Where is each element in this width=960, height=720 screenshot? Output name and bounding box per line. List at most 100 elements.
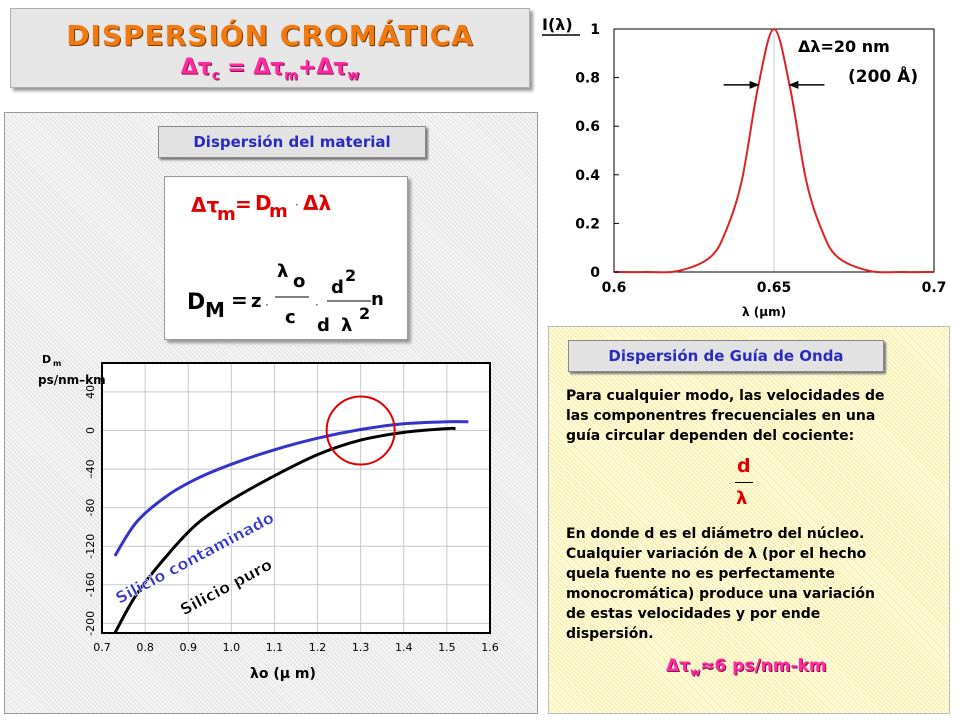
eq1-dlambda: Δλ bbox=[303, 191, 331, 215]
chart2-y-tick-label: -160 bbox=[84, 572, 97, 597]
chart1-x-tick-label: 0.6 bbox=[602, 280, 627, 296]
fwhm-arrow-right-head bbox=[788, 80, 799, 89]
eq2-equals: = bbox=[231, 288, 248, 312]
eq2-z: z bbox=[251, 291, 261, 312]
eq2-n: n bbox=[371, 289, 384, 310]
guide-p1-line: las componentres frecuenciales en una bbox=[566, 408, 876, 424]
material-equations: Δτ m = D m · Δλ D M = z · λ o c · d 2 d … bbox=[187, 191, 384, 336]
chart1-x-tick-label: 0.7 bbox=[922, 280, 947, 296]
eq2-lambda-sub: o bbox=[293, 271, 305, 292]
chart2-x-tick-label: 0.8 bbox=[136, 641, 154, 654]
guide-p2-line: monocromática) produce una variación bbox=[566, 586, 876, 602]
eq2-sup2b: 2 bbox=[359, 304, 370, 323]
chart1-x-ticks: 0.6 0.65 0.7 bbox=[602, 280, 947, 296]
guide-paragraph-1: Para cualquier modo, las velocidades de … bbox=[566, 386, 944, 446]
chart2-x-tick-label: 1.5 bbox=[438, 641, 456, 654]
eq1-sub-m: m bbox=[217, 204, 236, 225]
material-label: Dispersión del material bbox=[158, 126, 426, 158]
guide-p2-line: de estas velocidades y por ende bbox=[566, 606, 821, 622]
chart2-y-tick-label: 0 bbox=[84, 427, 97, 434]
fwhm-arrows bbox=[723, 80, 825, 89]
chart1-y-tick-label: 0.6 bbox=[575, 119, 600, 135]
chart2-x-tick-label: 1.0 bbox=[223, 641, 241, 654]
eq2-D-sub: M bbox=[205, 298, 225, 322]
guide-p1-line: guía circular dependen del cociente: bbox=[566, 428, 855, 444]
guide-p2-line: En donde d es el diámetro del núcleo. bbox=[566, 526, 865, 542]
fraction-numerator: d bbox=[737, 455, 751, 477]
eq2-d2: d bbox=[331, 277, 344, 298]
eq1-equals: = bbox=[235, 192, 252, 216]
chart2-x-tick-label: 1.6 bbox=[481, 641, 499, 654]
chart2-grid bbox=[101, 363, 491, 633]
chart2-frame bbox=[101, 362, 491, 634]
guide-paragraph-2: En donde d es el diámetro del núcleo. Cu… bbox=[566, 524, 944, 644]
guide-label: Dispersión de Guía de Onda bbox=[568, 340, 884, 372]
fwhm-arrow-left-head bbox=[749, 80, 760, 89]
chart1-y-tick-label: 0.8 bbox=[575, 71, 600, 87]
chart1-y-tick-label: 0 bbox=[590, 265, 600, 281]
chart1-x-tick-label: 0.65 bbox=[757, 280, 792, 296]
chart1-ylabel: I(λ) bbox=[542, 15, 573, 34]
eq2-D: D bbox=[187, 290, 205, 315]
page-title: DISPERSIÓN CROMÁTICA bbox=[66, 19, 474, 52]
eq1-D: D bbox=[255, 191, 272, 215]
chart2-y-tick-label: -80 bbox=[84, 499, 97, 517]
guide-panel bbox=[548, 326, 950, 714]
chart2-y-tick-label: –40 bbox=[84, 459, 97, 479]
eq2-dot2: · bbox=[315, 298, 319, 312]
chart2-series-line bbox=[113, 420, 469, 557]
eq-dtau-w: +Δτ bbox=[297, 55, 348, 80]
fraction-denominator: λ bbox=[736, 488, 748, 509]
chart2-x-tick-label: 0.7 bbox=[93, 641, 111, 654]
chart2-x-tick-label: 1.3 bbox=[352, 641, 370, 654]
chart2-x-tick-label: 1.4 bbox=[395, 641, 413, 654]
title-equation: Δτc = Δτm+Δτw bbox=[11, 55, 529, 83]
chart2-plot-area bbox=[102, 363, 490, 633]
eq2-lambda-den: λ bbox=[341, 315, 352, 336]
chart2-xlabel: λo (μ m) bbox=[250, 666, 316, 682]
eq-sub-c: c bbox=[211, 68, 220, 84]
chart2-ylabel-main: D bbox=[42, 353, 51, 366]
chart1-curve bbox=[613, 27, 935, 274]
eq1-dtau: Δτ bbox=[191, 193, 219, 217]
chart2-curves bbox=[113, 420, 469, 634]
guide-p2-line: quela fuente no es perfectamente bbox=[566, 566, 836, 582]
eq1-D-sub: m bbox=[269, 201, 288, 222]
chart2-x-tick-label: 0.9 bbox=[179, 641, 197, 654]
material-dispersion-chart: 0.7 0.8 0.9 1.0 1.1 1.2 1.3 1.4 1.5 1.6 -200-160-… bbox=[38, 353, 499, 682]
eq2-sup2: 2 bbox=[345, 266, 356, 285]
title-box: DISPERSIÓN CROMÁTICA Δτc = Δτm+Δτw bbox=[10, 8, 530, 88]
chart2-ylabel-unit: ps/nm–km bbox=[38, 373, 106, 387]
spectrum-chart: 0.6 0.65 0.7 0 0.2 0.4 0.6 0.8 1 I(λ) λ (μm) Δλ… bbox=[542, 15, 947, 319]
chart2-ylabel-sub: m bbox=[53, 359, 61, 368]
guide-p2-line: dispersión. bbox=[566, 626, 654, 642]
spectrum-line bbox=[613, 27, 935, 274]
chart1-grid bbox=[613, 29, 935, 272]
chart1-xlabel: λ (μm) bbox=[742, 305, 786, 319]
result-sub-w: w bbox=[690, 665, 701, 679]
guide-result: Δτw≈6 ps/nm-km bbox=[666, 656, 827, 678]
eq-sub-m: m bbox=[284, 68, 298, 84]
result-dtau: Δτ bbox=[666, 656, 691, 676]
chart1-y-tick-label: 0.2 bbox=[575, 216, 600, 232]
result-value: ≈6 ps/nm-km bbox=[700, 656, 827, 676]
eq2-dot1: · bbox=[265, 298, 269, 312]
eq2-d-den: d bbox=[317, 315, 330, 336]
fraction-line bbox=[735, 482, 753, 483]
chart2-y-tick-label: 40 bbox=[84, 385, 97, 399]
eq1-dot: · bbox=[295, 198, 299, 212]
fwhm-label: Δλ=20 nm bbox=[798, 37, 890, 56]
material-equation-box: Δτ m = D m · Δλ D M = z · λ o c · d 2 d … bbox=[164, 176, 408, 340]
chart2-y-tick-label: -120 bbox=[84, 534, 97, 559]
eq2-lambda: λ bbox=[277, 261, 288, 282]
guide-p1-line: Para cualquier modo, las velocidades de bbox=[566, 388, 885, 404]
chart2-x-ticks: 0.7 0.8 0.9 1.0 1.1 1.2 1.3 1.4 1.5 1.6 bbox=[93, 641, 499, 654]
eq-dtau-m: = Δτ bbox=[219, 55, 285, 80]
chart2-x-tick-label: 1.1 bbox=[266, 641, 284, 654]
zero-dispersion-highlight bbox=[325, 395, 396, 466]
chart1-y-tick-label: 0.4 bbox=[575, 168, 600, 184]
eq-sub-w: w bbox=[347, 68, 360, 84]
chart1-y-tick-label: 1 bbox=[590, 22, 600, 38]
chart2-series-line bbox=[113, 426, 456, 634]
eq2-c: c bbox=[285, 307, 296, 328]
